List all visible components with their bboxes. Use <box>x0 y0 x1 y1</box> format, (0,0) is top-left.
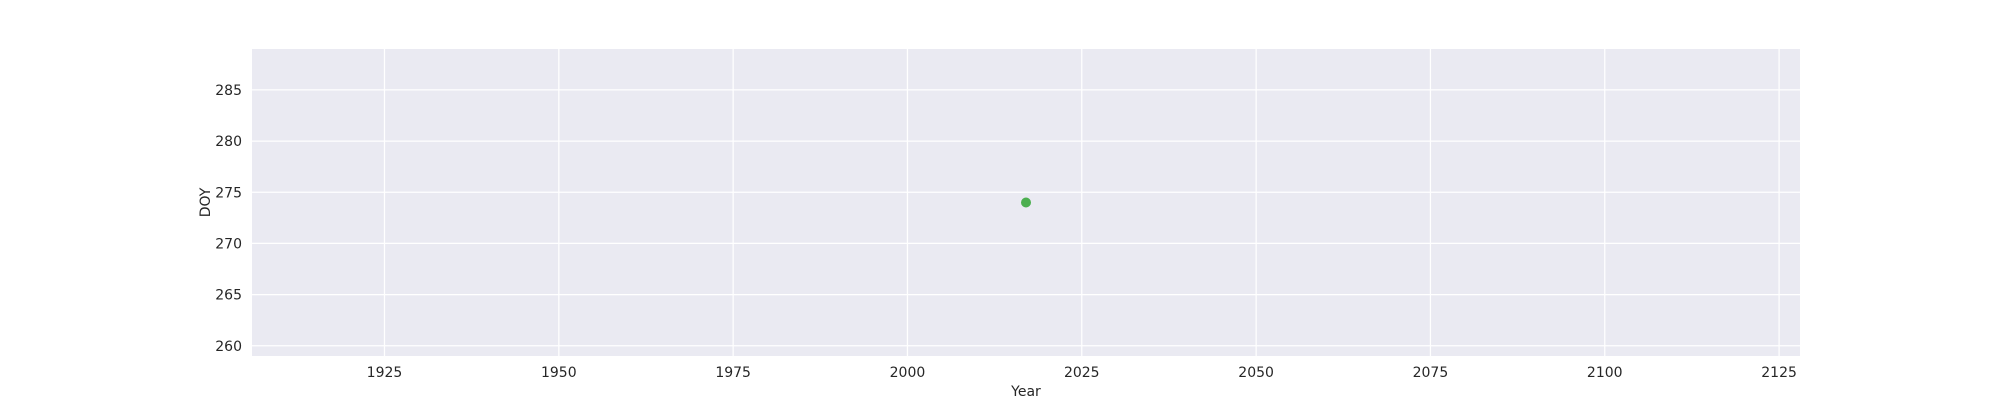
y-tick-label: 260 <box>215 339 242 355</box>
x-tick-label: 1975 <box>715 365 751 381</box>
y-tick-label: 285 <box>215 83 242 99</box>
x-tick-label: 2000 <box>890 365 926 381</box>
y-tick-label: 280 <box>215 134 242 150</box>
y-axis-label: DOY <box>198 187 214 217</box>
x-tick-label: 2100 <box>1587 365 1623 381</box>
x-axis-label: Year <box>1010 384 1041 400</box>
y-tick-label: 275 <box>215 185 242 201</box>
grid-lines <box>252 49 1800 356</box>
x-tick-label: 2075 <box>1413 365 1449 381</box>
x-tick-label: 2050 <box>1238 365 1274 381</box>
x-tick-label: 1950 <box>541 365 577 381</box>
y-tick-label: 270 <box>215 236 242 252</box>
x-tick-label: 2025 <box>1064 365 1100 381</box>
scatter-point <box>1021 197 1031 208</box>
tick-labels: 1925 1950 1975 2000 2025 2050 2075 2100 2125 260 2… <box>215 83 1797 381</box>
data-points <box>1021 197 1031 208</box>
y-tick-label: 265 <box>215 288 242 304</box>
x-tick-label: 2125 <box>1761 365 1797 381</box>
x-tick-label: 1925 <box>367 365 403 381</box>
